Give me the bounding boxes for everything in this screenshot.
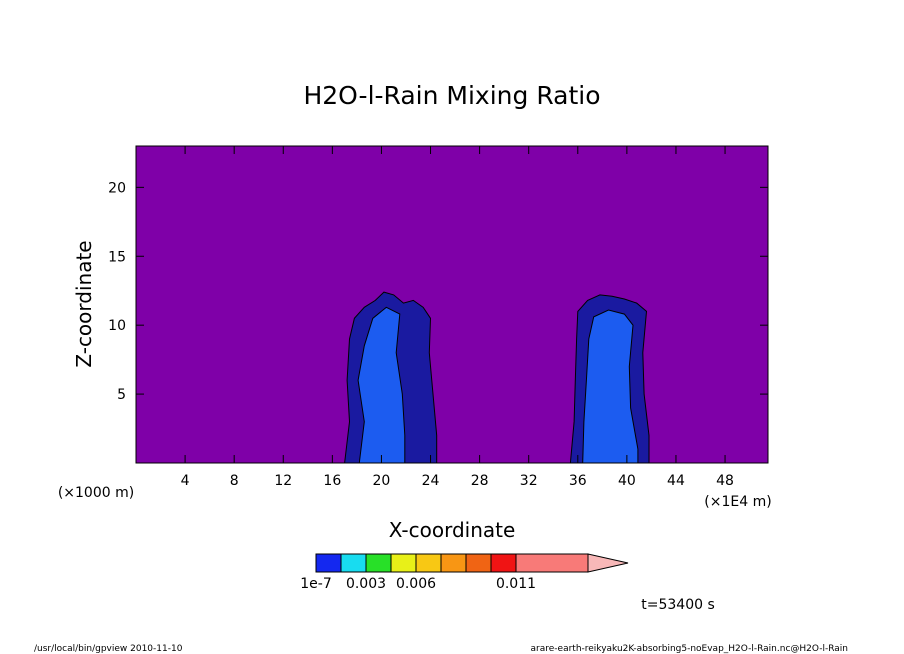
colorbar-swatch — [315, 553, 342, 573]
contour-region-1-level-2 — [357, 306, 406, 464]
x-axis-ticks: 4 8 12 16 20 24 28 32 36 40 44 48 — [181, 146, 734, 489]
y-tick-label: 20 — [108, 180, 126, 196]
x-tick-label: 24 — [422, 473, 440, 489]
y-tick-label: 10 — [108, 318, 126, 334]
x-tick-label: 32 — [520, 473, 538, 489]
y-axis-ticks: 5 10 15 20 — [108, 180, 768, 403]
time-label: t=53400 s — [641, 597, 715, 613]
x-tick-label: 16 — [323, 473, 341, 489]
x-axis-label: X-coordinate — [389, 518, 516, 542]
contour-region-2-level-2 — [582, 309, 639, 464]
colorbar: 1e-7 0.003 0.006 0.011 — [300, 553, 629, 592]
footer-left-text: /usr/local/bin/gpview 2010-11-10 — [34, 644, 183, 654]
x-unit-left-label: (×1000 m) — [58, 485, 134, 501]
chart-title: H2O-l-Rain Mixing Ratio — [303, 81, 600, 110]
colorbar-swatch — [465, 553, 492, 573]
x-tick-label: 12 — [274, 473, 292, 489]
colorbar-swatch — [440, 553, 467, 573]
y-axis-label: Z-coordinate — [72, 240, 96, 367]
plot-frame — [135, 145, 769, 464]
y-tick-label: 5 — [117, 387, 126, 403]
colorbar-extend-arrow — [587, 553, 629, 573]
colorbar-label: 0.011 — [496, 576, 536, 592]
x-tick-label: 44 — [667, 473, 685, 489]
x-tick-label: 8 — [230, 473, 239, 489]
x-tick-label: 36 — [569, 473, 587, 489]
colorbar-label: 0.006 — [396, 576, 436, 592]
y-tick-label: 15 — [108, 249, 126, 265]
colorbar-swatch — [340, 553, 367, 573]
colorbar-label: 1e-7 — [300, 576, 331, 592]
colorbar-swatch — [390, 553, 417, 573]
x-tick-label: 40 — [618, 473, 636, 489]
plot-area — [136, 146, 768, 463]
x-tick-label: 20 — [373, 473, 391, 489]
x-tick-label: 4 — [181, 473, 190, 489]
x-tick-label: 48 — [716, 473, 734, 489]
colorbar-swatch — [490, 553, 517, 573]
footer-right-text: arare-earth-reikyaku2K-absorbing5-noEvap… — [531, 644, 848, 654]
colorbar-swatch — [515, 553, 589, 573]
contour-regions — [344, 291, 650, 464]
colorbar-swatch — [365, 553, 392, 573]
colorbar-swatch — [415, 553, 442, 573]
x-unit-right-label: (×1E4 m) — [704, 494, 771, 510]
x-tick-label: 28 — [471, 473, 489, 489]
colorbar-label: 0.003 — [346, 576, 386, 592]
